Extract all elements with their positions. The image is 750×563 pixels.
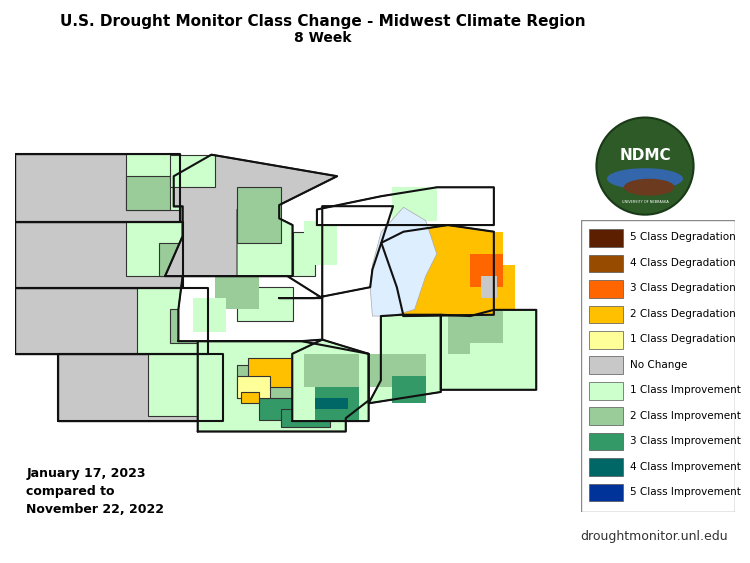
Bar (589, 433, 622, 450)
Bar (589, 484, 622, 501)
Bar (589, 356, 622, 374)
Polygon shape (126, 176, 170, 209)
Polygon shape (15, 222, 183, 288)
Polygon shape (441, 310, 536, 390)
Text: 2 Class Improvement: 2 Class Improvement (631, 410, 741, 421)
Polygon shape (370, 207, 436, 316)
Text: 3 Class Improvement: 3 Class Improvement (631, 436, 741, 446)
Polygon shape (292, 339, 369, 421)
Bar (589, 229, 622, 247)
Bar (589, 458, 622, 476)
Polygon shape (214, 276, 260, 310)
Circle shape (596, 118, 694, 215)
Polygon shape (482, 276, 496, 298)
Polygon shape (242, 391, 260, 403)
Polygon shape (237, 365, 304, 398)
Polygon shape (459, 232, 503, 265)
Text: 8 Week: 8 Week (294, 31, 351, 45)
Bar (589, 408, 622, 425)
Polygon shape (470, 265, 514, 310)
Text: 4 Class Degradation: 4 Class Degradation (631, 258, 736, 268)
Polygon shape (381, 225, 494, 316)
Polygon shape (237, 287, 292, 320)
Text: NDMC: NDMC (620, 148, 670, 163)
Polygon shape (248, 358, 292, 387)
Polygon shape (304, 354, 359, 387)
Text: 2 Class Degradation: 2 Class Degradation (631, 309, 736, 319)
Text: 5 Class Degradation: 5 Class Degradation (631, 233, 736, 243)
Polygon shape (165, 155, 337, 276)
Polygon shape (148, 354, 224, 416)
Polygon shape (369, 315, 441, 403)
Text: 3 Class Degradation: 3 Class Degradation (631, 283, 736, 293)
Text: U.S. Drought Monitor Class Change - Midwest Climate Region: U.S. Drought Monitor Class Change - Midw… (60, 14, 585, 29)
Polygon shape (237, 198, 292, 276)
Ellipse shape (607, 168, 683, 189)
Polygon shape (237, 376, 270, 398)
Polygon shape (260, 387, 337, 421)
Polygon shape (279, 206, 393, 298)
Text: 1 Class Degradation: 1 Class Degradation (631, 334, 736, 344)
Polygon shape (137, 288, 208, 354)
Bar (589, 306, 622, 323)
Polygon shape (237, 187, 281, 243)
Bar (589, 254, 622, 272)
Polygon shape (470, 343, 526, 387)
Polygon shape (292, 232, 315, 276)
Polygon shape (126, 222, 183, 276)
Polygon shape (170, 155, 214, 187)
Polygon shape (315, 387, 359, 421)
Bar (589, 382, 622, 400)
Polygon shape (198, 341, 369, 431)
Polygon shape (170, 310, 208, 343)
Polygon shape (370, 354, 426, 387)
Polygon shape (193, 298, 226, 332)
Polygon shape (159, 243, 183, 276)
Polygon shape (448, 310, 503, 354)
Polygon shape (58, 354, 223, 421)
Text: 5 Class Improvement: 5 Class Improvement (631, 487, 741, 497)
Ellipse shape (624, 179, 674, 196)
Polygon shape (392, 187, 436, 221)
Polygon shape (315, 398, 348, 409)
Polygon shape (15, 288, 208, 354)
Polygon shape (392, 376, 426, 403)
Polygon shape (281, 409, 330, 427)
Polygon shape (448, 232, 492, 276)
Circle shape (603, 124, 687, 208)
Text: January 17, 2023
compared to
November 22, 2022: January 17, 2023 compared to November 22… (26, 467, 164, 516)
Text: No Change: No Change (631, 360, 688, 370)
Polygon shape (178, 276, 322, 341)
Polygon shape (317, 187, 494, 225)
Text: UNIVERSITY OF NEBRASKA: UNIVERSITY OF NEBRASKA (622, 200, 668, 204)
Bar (589, 280, 622, 298)
Polygon shape (470, 254, 503, 287)
Bar (589, 331, 622, 348)
Text: 4 Class Improvement: 4 Class Improvement (631, 462, 741, 471)
Polygon shape (304, 221, 337, 265)
Polygon shape (15, 154, 181, 222)
Polygon shape (126, 154, 181, 209)
Text: droughtmonitor.unl.edu: droughtmonitor.unl.edu (580, 530, 728, 543)
Text: 1 Class Improvement: 1 Class Improvement (631, 385, 741, 395)
